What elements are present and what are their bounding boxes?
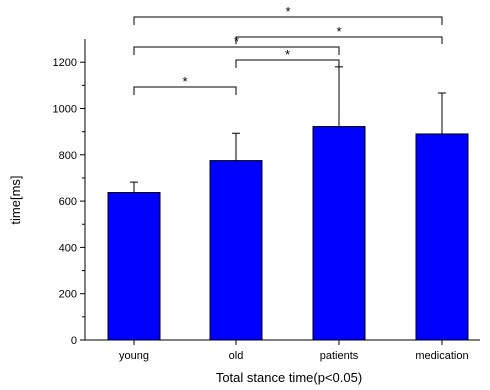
x-tick-label-patients: patients [320,350,359,362]
x-tick-label-young: young [119,350,149,362]
bar-old [209,160,263,341]
significance-layer: * * * * * [133,4,443,95]
y-tick-label: 200 [59,289,77,301]
y-tick-label: 1200 [53,57,77,69]
error-bars-layer [130,66,446,193]
y-tick-label: 600 [59,196,77,208]
y-tick-label: 0 [71,335,77,347]
significance-star: * [336,24,341,39]
y-axis-title: time[ms] [8,175,23,224]
x-tick-label-medication: medication [415,350,468,362]
x-tick-label-old: old [229,350,244,362]
y-tick-label: 800 [59,150,77,162]
significance-bracket [133,86,237,95]
significance-bracket [133,16,443,25]
significance-star: * [285,4,290,19]
significance-bracket [235,36,443,44]
significance-star: * [285,47,290,62]
x-axis-title: Total stance time(p<0.05) [216,370,362,385]
bar-patients [312,126,366,341]
y-tick-label: 400 [59,242,77,254]
significance-star: * [234,34,239,49]
bar-young [107,192,161,341]
significance-bracket [133,46,340,55]
axes-layer: 0 200 400 600 800 1000 1200 young old patients med… [53,39,480,362]
y-tick-label: 1000 [53,104,77,116]
bar-medication [415,133,469,341]
significance-bracket [235,59,340,68]
bars-layer [107,126,469,341]
significance-star: * [182,74,187,89]
